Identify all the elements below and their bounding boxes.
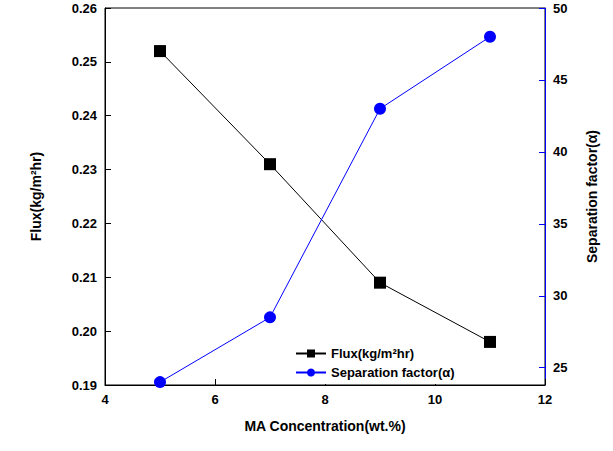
svg-text:25: 25	[553, 360, 567, 375]
svg-text:8: 8	[321, 392, 328, 407]
svg-text:45: 45	[553, 72, 567, 87]
svg-text:40: 40	[553, 144, 567, 159]
svg-text:4: 4	[101, 392, 109, 407]
svg-text:35: 35	[553, 216, 567, 231]
svg-text:0.23: 0.23	[72, 162, 97, 177]
svg-text:Flux(kg/m²hr): Flux(kg/m²hr)	[28, 152, 44, 241]
svg-text:0.24: 0.24	[72, 108, 98, 123]
svg-text:6: 6	[211, 392, 218, 407]
svg-text:0.21: 0.21	[72, 270, 97, 285]
svg-text:0.20: 0.20	[72, 324, 97, 339]
svg-text:0.22: 0.22	[72, 216, 97, 231]
svg-text:Flux(kg/m²hr): Flux(kg/m²hr)	[331, 346, 414, 361]
svg-text:0.26: 0.26	[72, 1, 97, 16]
svg-text:Separation factor(α): Separation factor(α)	[584, 130, 600, 263]
svg-text:Separation factor(α): Separation factor(α)	[331, 365, 455, 380]
svg-text:0.19: 0.19	[72, 378, 97, 393]
svg-text:12: 12	[538, 392, 552, 407]
svg-text:30: 30	[553, 288, 567, 303]
svg-text:10: 10	[428, 392, 442, 407]
svg-text:MA Concentration(wt.%): MA Concentration(wt.%)	[244, 418, 405, 434]
svg-text:50: 50	[553, 1, 567, 16]
svg-text:0.25: 0.25	[72, 54, 97, 69]
